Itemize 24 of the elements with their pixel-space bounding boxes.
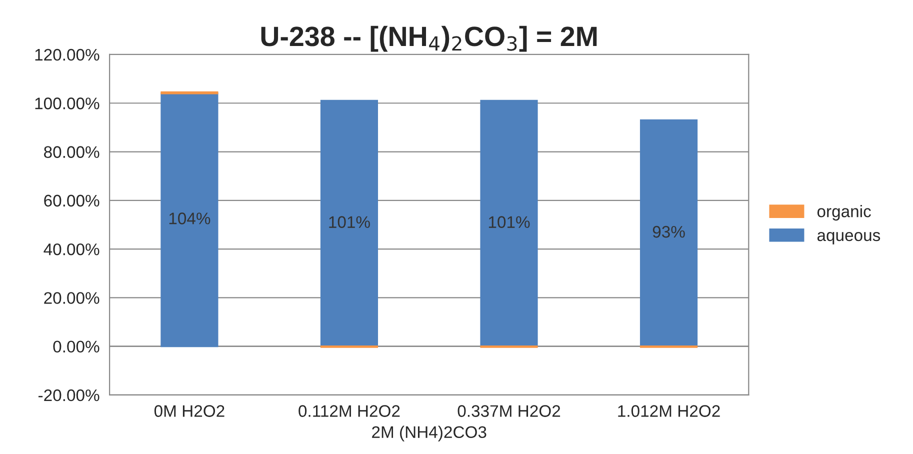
y-tick-label: 80.00% bbox=[44, 146, 100, 158]
x-tick-label: 0.337M H2O2 bbox=[458, 405, 560, 417]
y-tick-label: 40.00% bbox=[44, 243, 100, 256]
x-tick-label: 0M H2O2 bbox=[154, 405, 224, 417]
y-tick-label: 0.00% bbox=[53, 340, 100, 353]
y-tick-label: 20.00% bbox=[44, 292, 100, 304]
x-axis-title: 2M (NH4)2CO3 bbox=[372, 426, 486, 442]
data-label: 93% bbox=[652, 226, 685, 238]
y-tick-label: 120.00% bbox=[35, 48, 100, 61]
bar bbox=[160, 92, 218, 348]
bar bbox=[320, 100, 378, 348]
bar bbox=[480, 100, 538, 348]
data-label: 101% bbox=[488, 216, 530, 228]
y-tick-label: 100.00% bbox=[35, 98, 100, 110]
y-tick-label: 60.00% bbox=[44, 194, 100, 207]
legend-label: aqueous bbox=[817, 232, 880, 244]
data-label: 101% bbox=[329, 216, 370, 228]
chart-title: U-238 -- [(NH$_{4}$)$_{2}$CO$_{3}$] = 2M bbox=[261, 26, 597, 52]
x-tick-label: 1.012M H2O2 bbox=[618, 405, 720, 417]
x-tick-label: 0.112M H2O2 bbox=[298, 405, 400, 417]
legend-label: organic bbox=[817, 205, 871, 221]
y-tick-label: -20.00% bbox=[38, 389, 100, 402]
bar bbox=[640, 119, 698, 348]
data-label: 104% bbox=[169, 212, 210, 224]
